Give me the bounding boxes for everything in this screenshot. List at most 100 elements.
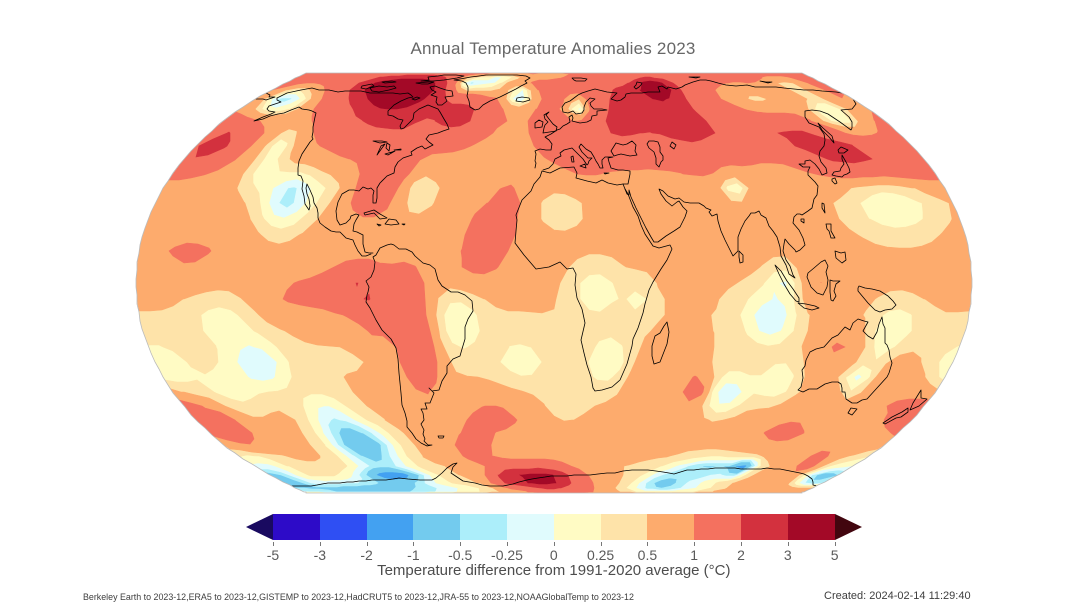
colorbar-tickmark (413, 541, 415, 546)
colorbar-cell (553, 513, 601, 540)
colorbar (273, 513, 835, 540)
coastline (847, 407, 858, 416)
coastline (385, 142, 391, 152)
coastline (515, 96, 531, 103)
colorbar-ticklabel: 1 (690, 547, 699, 563)
colorbar-ticklabel: 5 (830, 547, 839, 563)
colorbar-cell (506, 513, 554, 540)
coastline (603, 172, 610, 175)
coastline (829, 279, 841, 302)
coastline (825, 223, 836, 239)
colorbar-tickmark (694, 541, 696, 546)
coastline (857, 285, 897, 313)
colorbar-ticklabel: -5 (266, 547, 280, 563)
coastline (534, 88, 608, 169)
coastline (831, 177, 838, 185)
colorbar-cell (413, 513, 461, 540)
colorbar-cell (600, 513, 648, 540)
colorbar-cell (273, 513, 320, 540)
colorbar-ticklabel: 0 (549, 547, 558, 563)
colorbar-cell (647, 513, 695, 540)
coastline (806, 259, 829, 296)
coastline (774, 264, 800, 303)
coastline (651, 321, 670, 365)
coastline (369, 85, 397, 93)
coastline (376, 223, 382, 227)
colorbar-ticklabel: -0.5 (448, 547, 473, 563)
coastline (831, 154, 851, 178)
coastline (276, 87, 450, 254)
colorbar-cell (740, 513, 788, 540)
coastline (570, 155, 575, 163)
colorbar-tickmark (600, 541, 602, 546)
coastline (817, 122, 835, 144)
colorbar-tickmark (366, 541, 368, 546)
coastline (372, 140, 388, 144)
colorbar-over-arrow (834, 513, 862, 540)
coastline (384, 218, 400, 226)
colorbar-ticklabel: 2 (737, 547, 745, 563)
coastline (393, 148, 402, 151)
figure-title: Annual Temperature Anomalies 2023 (410, 39, 696, 58)
coastline (420, 74, 465, 82)
footer-sources-text: Berkeley Earth to 2023-12,ERA5 to 2023-1… (83, 592, 634, 602)
coastline (797, 316, 893, 404)
colorbar-tickmark (647, 541, 649, 546)
coastline (882, 407, 909, 425)
coastline (800, 218, 805, 224)
coastline (821, 202, 826, 214)
coastline (365, 243, 474, 447)
coastline (542, 111, 558, 134)
colorbar-tickmark (834, 541, 836, 546)
map-outline (135, 72, 973, 494)
coastlines (253, 74, 928, 487)
coastline (514, 166, 673, 392)
colorbar-tickmark (507, 541, 508, 546)
colorbar-tickmark (553, 541, 555, 546)
colorbar-cell (787, 513, 835, 540)
colorbar-tickmark (273, 541, 274, 546)
coastline (669, 141, 677, 150)
colorbar-tickmark (741, 541, 742, 546)
coastline (797, 302, 820, 311)
coastline (571, 77, 588, 82)
colorbar-ticklabel: -0.25 (491, 547, 523, 563)
coastline (610, 140, 638, 157)
coastline (837, 146, 849, 154)
coastline (909, 389, 928, 411)
coastline (415, 81, 435, 85)
coastline (384, 150, 396, 156)
colorbar-ticklabel: 0.25 (586, 547, 615, 563)
coastline (633, 81, 643, 90)
coastline (360, 83, 375, 90)
colorbar-label: Temperature difference from 1991-2020 av… (377, 562, 731, 579)
colorbar-tickmark (460, 541, 462, 546)
colorbar-tickmark (319, 541, 321, 546)
coastline (411, 96, 421, 101)
coastline (255, 92, 276, 101)
coastline (363, 209, 388, 220)
coastline (381, 80, 397, 84)
colorbar-ticklabel: 0.5 (637, 547, 658, 563)
coastline (290, 462, 818, 487)
coastline (646, 140, 664, 168)
colorbar-ticklabel: -2 (360, 547, 373, 563)
coastline (429, 85, 454, 106)
colorbar-cell (319, 513, 367, 540)
coastline (401, 223, 406, 226)
coastline (437, 435, 445, 439)
colorbar-cell (366, 513, 414, 540)
colorbar-under-arrow (246, 513, 273, 540)
colorbar-ticklabel: -3 (313, 547, 327, 563)
coastline (738, 250, 744, 264)
colorbar-cell (460, 513, 507, 540)
coastline (834, 250, 847, 264)
coastline (534, 119, 544, 129)
coastline (602, 79, 843, 102)
anomaly-band (364, 78, 672, 485)
colorbar-ticklabel: 3 (783, 547, 792, 563)
coastline (253, 97, 372, 257)
